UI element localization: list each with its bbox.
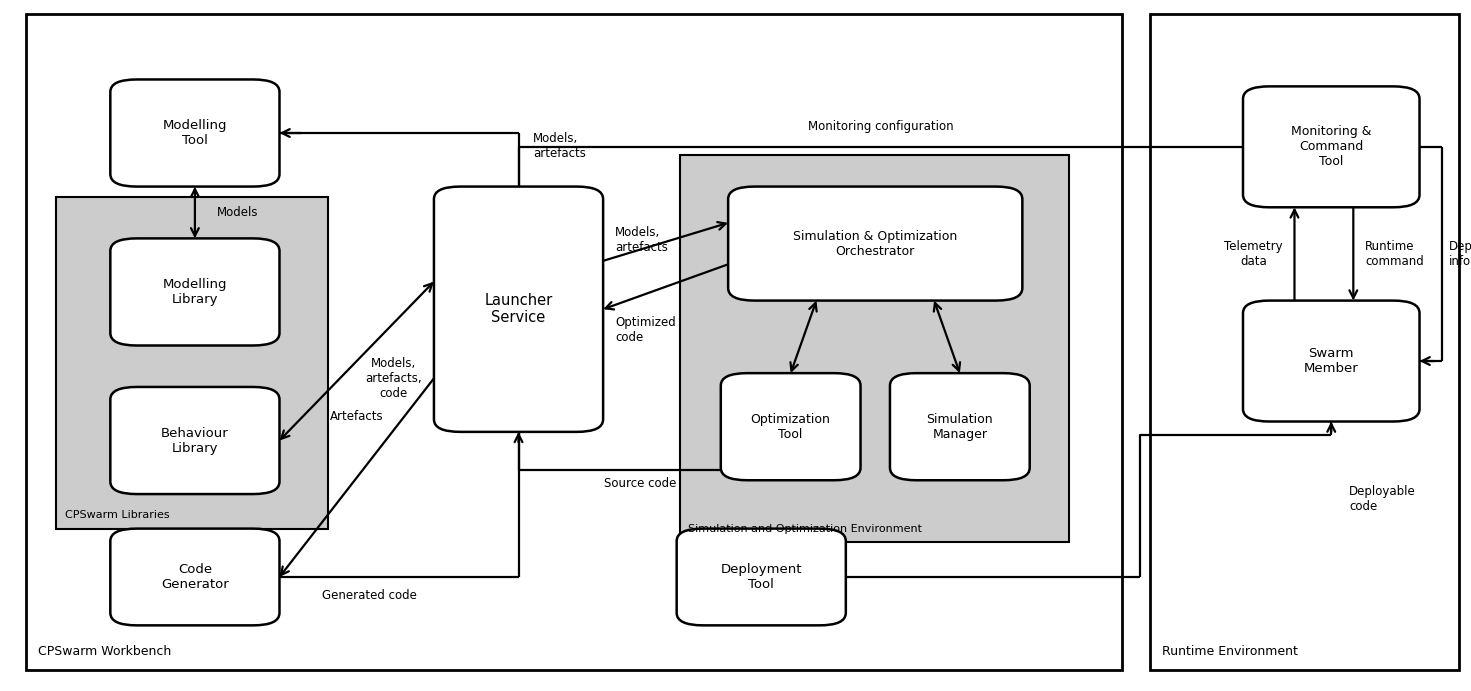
Text: Swarm
Member: Swarm Member	[1303, 347, 1359, 375]
Text: Generated code: Generated code	[322, 589, 416, 603]
FancyBboxPatch shape	[721, 373, 861, 480]
Text: Runtime Environment: Runtime Environment	[1162, 645, 1297, 658]
Text: Telemetry
data: Telemetry data	[1224, 240, 1283, 268]
Text: Monitoring &
Command
Tool: Monitoring & Command Tool	[1292, 125, 1371, 169]
Text: Simulation & Optimization
Orchestrator: Simulation & Optimization Orchestrator	[793, 229, 958, 258]
Bar	[1150, 14, 1459, 670]
Text: Modelling
Tool: Modelling Tool	[163, 119, 227, 147]
FancyBboxPatch shape	[677, 529, 846, 625]
FancyBboxPatch shape	[110, 529, 279, 625]
FancyBboxPatch shape	[728, 187, 1022, 301]
Text: Behaviour
Library: Behaviour Library	[160, 426, 229, 455]
Text: Models,
artefacts: Models, artefacts	[533, 132, 585, 160]
FancyBboxPatch shape	[1243, 301, 1420, 422]
FancyBboxPatch shape	[1243, 86, 1420, 207]
Text: CPSwarm Workbench: CPSwarm Workbench	[38, 645, 172, 658]
Text: Models,
artefacts,
code: Models, artefacts, code	[366, 357, 422, 400]
Text: Simulation
Manager: Simulation Manager	[927, 413, 993, 441]
Text: Monitoring configuration: Monitoring configuration	[808, 120, 953, 133]
Text: Runtime
command: Runtime command	[1365, 240, 1424, 268]
Bar	[680, 155, 1069, 542]
Text: Simulation and Optimization Environment: Simulation and Optimization Environment	[688, 524, 922, 534]
Text: Deployable
code: Deployable code	[1349, 485, 1415, 513]
FancyBboxPatch shape	[890, 373, 1030, 480]
Text: Models: Models	[218, 206, 259, 219]
FancyBboxPatch shape	[434, 187, 603, 432]
Text: Optimization
Tool: Optimization Tool	[750, 413, 831, 441]
Text: Models,
artefacts: Models, artefacts	[615, 226, 668, 254]
Text: Source code: Source code	[603, 477, 677, 490]
Text: Deployment
Tool: Deployment Tool	[721, 563, 802, 591]
FancyBboxPatch shape	[110, 238, 279, 346]
Bar	[26, 14, 1122, 670]
FancyBboxPatch shape	[110, 79, 279, 187]
Bar	[56, 197, 328, 529]
Text: Launcher
Service: Launcher Service	[484, 293, 553, 325]
Text: Optimized
code: Optimized code	[615, 316, 675, 344]
Text: Deployment
information: Deployment information	[1449, 240, 1471, 268]
FancyBboxPatch shape	[110, 387, 279, 494]
Text: CPSwarm Libraries: CPSwarm Libraries	[65, 511, 169, 520]
Text: Code
Generator: Code Generator	[160, 563, 229, 591]
Text: Artefacts: Artefacts	[330, 410, 384, 423]
Text: Modelling
Library: Modelling Library	[163, 278, 227, 306]
